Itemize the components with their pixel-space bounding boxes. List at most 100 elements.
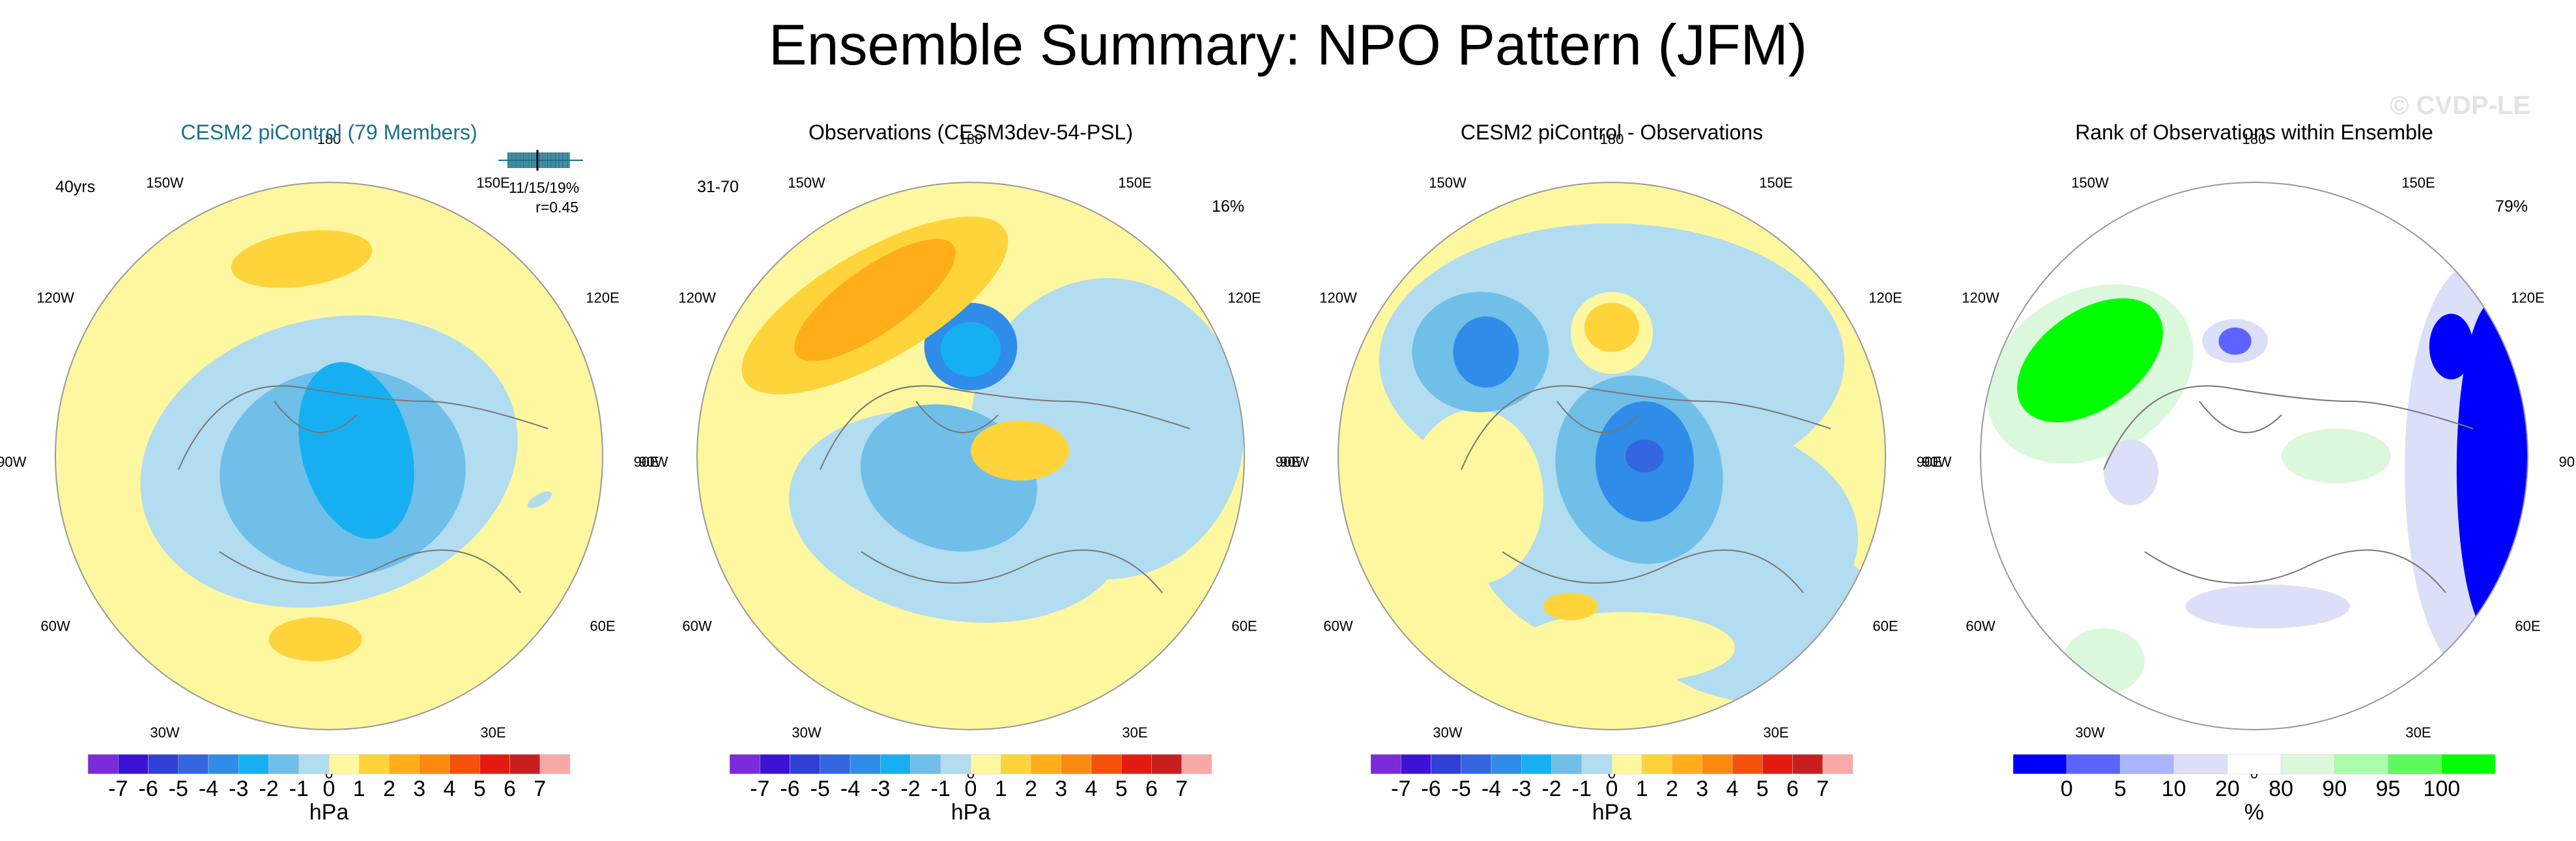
longitude-label: 90E bbox=[1917, 453, 1942, 470]
longitude-label: 30W bbox=[150, 724, 179, 741]
colorbar-tick-label: -3 bbox=[1511, 777, 1531, 801]
map-field bbox=[741, 216, 1244, 623]
inset-correlation: r=0.45 bbox=[536, 199, 579, 216]
colorbar-tick-label: 1 bbox=[995, 777, 1007, 801]
contour-region bbox=[2218, 327, 2252, 355]
watermark-text: © CVDP-LE bbox=[2390, 91, 2531, 120]
colorbar-units: hPa bbox=[1592, 800, 1632, 825]
colorbar-swatch bbox=[850, 754, 881, 775]
longitude-label: 120W bbox=[678, 289, 716, 306]
colorbar-swatch bbox=[178, 754, 209, 775]
colorbar-swatch bbox=[268, 754, 299, 775]
contour-region bbox=[2186, 584, 2350, 629]
colorbar-swatch bbox=[1792, 754, 1823, 775]
colorbar-tick-label: -2 bbox=[900, 777, 920, 801]
longitude-label: 60W bbox=[40, 618, 70, 634]
colorbar-swatch bbox=[208, 754, 239, 775]
contour-region bbox=[794, 238, 956, 362]
longitude-label: 150E bbox=[1759, 175, 1792, 191]
colorbar-swatch bbox=[1642, 754, 1672, 775]
colorbar-swatch bbox=[479, 754, 510, 775]
colorbar-swatch bbox=[1461, 754, 1492, 775]
colorbar-tick-label: -5 bbox=[810, 777, 830, 801]
colorbar-tick-label: 7 bbox=[1816, 777, 1829, 801]
colorbar-swatch bbox=[790, 754, 820, 775]
colorbar-swatch bbox=[238, 754, 269, 775]
colorbar-tick-label: 4 bbox=[1085, 777, 1098, 801]
colorbar-swatch bbox=[1181, 754, 1212, 775]
longitude-label: 150W bbox=[1429, 175, 1467, 191]
colorbar-tick-label: 2 bbox=[383, 777, 395, 801]
longitude-label: 120E bbox=[586, 289, 619, 306]
colorbar-tick-label: -6 bbox=[1421, 777, 1440, 801]
contour-region bbox=[1407, 409, 1543, 585]
coastline bbox=[2103, 385, 2474, 593]
colorbar-swatch bbox=[2388, 754, 2442, 775]
colorbar-tick-label: -7 bbox=[1391, 777, 1410, 801]
longitude-label: 60E bbox=[1231, 618, 1257, 634]
colorbar-swatch bbox=[1370, 754, 1401, 775]
longitude-label: 150W bbox=[146, 175, 184, 191]
colorbar-swatch bbox=[2334, 754, 2388, 775]
longitude-label: 90W bbox=[638, 453, 668, 470]
colorbar-swatch bbox=[910, 754, 941, 775]
colorbar-swatch bbox=[2441, 754, 2496, 775]
longitude-label: 150W bbox=[2071, 175, 2109, 191]
colorbar-tick-label: 3 bbox=[1696, 777, 1708, 801]
colorbar-tick-label: 0 bbox=[1606, 777, 1618, 801]
longitude-label: 30E bbox=[1763, 724, 1788, 741]
map-panel-2: 180 150W 150E 120W 120E 90W 90E 60W 60E 30W 30E 0 Ob… bbox=[638, 121, 1301, 825]
longitude-label: 120E bbox=[1227, 289, 1261, 306]
colorbar-tick-label: -1 bbox=[1572, 777, 1592, 801]
colorbar-tick-label: 1 bbox=[353, 777, 365, 801]
panel-title: Observations (CESM3dev-54-PSL) bbox=[809, 121, 1133, 144]
colorbar-tick-label: 5 bbox=[2114, 777, 2126, 801]
longitude-label: 180 bbox=[959, 131, 983, 147]
colorbar-tick-label: 90 bbox=[2322, 777, 2347, 801]
colorbar-swatch bbox=[87, 754, 119, 775]
colorbar-swatch bbox=[298, 754, 330, 775]
map-boundary bbox=[1338, 182, 1886, 730]
colorbar-swatch bbox=[148, 754, 179, 775]
contour-region bbox=[231, 230, 373, 288]
contour-region bbox=[971, 420, 1070, 481]
colorbar-tick-label: 5 bbox=[1756, 777, 1769, 801]
longitude-label: 90E bbox=[2559, 453, 2576, 470]
colorbar-tick-label: 80 bbox=[2268, 777, 2293, 801]
colorbar-tick-label: -5 bbox=[1452, 777, 1471, 801]
colorbar-swatch bbox=[1581, 754, 1612, 775]
colorbar-units: % bbox=[2244, 800, 2264, 825]
colorbar-swatch bbox=[449, 754, 480, 775]
map-panel-4: 180 150W 150E 120W 120E 90W 90E 60W 60E 30W 30E 0 Ra… bbox=[1922, 121, 2576, 825]
longitude-label: 90E bbox=[1276, 453, 1301, 470]
ensemble-inset: 11/15/19% r=0.45 bbox=[498, 150, 583, 216]
longitude-label: 120E bbox=[1868, 289, 1902, 306]
colorbar-swatch bbox=[389, 754, 420, 775]
colorbar-tick-label: 100 bbox=[2423, 777, 2460, 801]
panel-title: Rank of Observations within Ensemble bbox=[2075, 121, 2433, 144]
longitude-label: 60E bbox=[1872, 618, 1898, 634]
colorbar-tick-label: -1 bbox=[931, 777, 951, 801]
colorbar-swatch bbox=[1151, 754, 1182, 775]
colorbar-tick-label: -3 bbox=[870, 777, 890, 801]
contour-region bbox=[1543, 593, 1598, 620]
colorbar-tick-label: 95 bbox=[2376, 777, 2401, 801]
colorbar-swatch bbox=[1491, 754, 1522, 775]
longitude-label: 150E bbox=[1118, 175, 1151, 191]
colorbar-tick-label: -1 bbox=[289, 777, 309, 801]
colorbar-tick-label: 3 bbox=[1055, 777, 1067, 801]
colorbar-tick-label: 2 bbox=[1025, 777, 1037, 801]
colorbar-tick-label: -4 bbox=[199, 777, 218, 801]
colorbar-swatch bbox=[1732, 754, 1763, 775]
colorbar-swatch bbox=[1672, 754, 1702, 775]
longitude-label: 150W bbox=[788, 175, 825, 191]
colorbar-tick-label: -7 bbox=[750, 777, 769, 801]
colorbar-tick-label: 4 bbox=[1726, 777, 1739, 801]
contour-region bbox=[1625, 439, 1664, 473]
colorbar-swatch bbox=[970, 754, 1001, 775]
longitude-label: 180 bbox=[317, 131, 341, 147]
longitude-label: 30E bbox=[2405, 724, 2431, 741]
colorbar-tick-label: -5 bbox=[169, 777, 188, 801]
colorbar-swatch bbox=[1431, 754, 1461, 775]
colorbar-tick-label: -4 bbox=[1481, 777, 1501, 801]
